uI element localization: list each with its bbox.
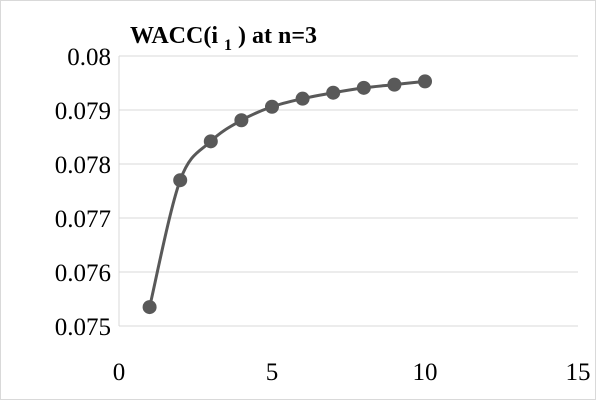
data-point — [234, 113, 249, 128]
y-tick-label: 0.08 — [67, 44, 111, 71]
data-point — [295, 91, 310, 106]
y-tick-label: 0.076 — [55, 260, 111, 287]
x-tick-label: 15 — [566, 359, 591, 386]
x-tick-label: 10 — [413, 359, 438, 386]
data-point — [326, 85, 341, 100]
data-point — [356, 80, 371, 95]
series-line — [148, 79, 426, 308]
chart-title-suffix: ) at n=3 — [238, 23, 317, 49]
grid-lines — [119, 55, 578, 273]
y-tick-label: 0.078 — [55, 152, 111, 179]
chart-title-subscript: 1 — [224, 37, 232, 54]
axes — [118, 56, 578, 327]
data-points — [142, 74, 432, 315]
data-point — [387, 77, 402, 92]
y-tick-label: 0.077 — [55, 206, 111, 233]
y-tick-label: 0.075 — [55, 314, 111, 341]
data-point — [142, 300, 157, 315]
x-tick-label: 5 — [266, 359, 279, 386]
x-tick-label: 0 — [113, 359, 126, 386]
tick-labels: 0.075 0.076 0.077 0.078 0.079 0.08 0 5 10 15 — [55, 44, 591, 386]
data-point — [203, 134, 218, 149]
chart-title-prefix: WACC(i — [130, 23, 218, 49]
y-tick-label: 0.079 — [55, 98, 111, 125]
data-point — [418, 74, 432, 89]
data-point — [173, 173, 188, 188]
data-point — [265, 99, 279, 114]
chart-title: WACC(i 1 ) at n=3 — [130, 23, 317, 56]
